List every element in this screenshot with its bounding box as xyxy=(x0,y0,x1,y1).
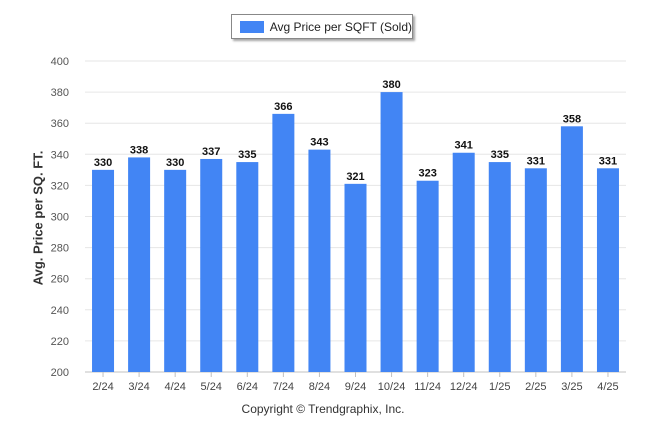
data-label: 331 xyxy=(527,155,545,167)
legend-swatch xyxy=(240,20,264,33)
y-tick-label: 260 xyxy=(51,274,69,286)
x-tick-label: 8/24 xyxy=(309,381,330,393)
legend[interactable]: Avg Price per SQFT (Sold) xyxy=(231,14,413,39)
x-tick-label: 3/25 xyxy=(561,381,582,393)
x-tick-label: 4/24 xyxy=(164,381,185,393)
bar[interactable] xyxy=(236,162,259,372)
y-tick-label: 360 xyxy=(51,118,69,130)
y-tick-label: 220 xyxy=(51,336,69,348)
x-tick-label: 12/24 xyxy=(450,381,478,393)
data-label: 330 xyxy=(94,157,112,169)
bar[interactable] xyxy=(308,149,331,372)
copyright-text: Copyright © Trendgraphix, Inc. xyxy=(241,402,405,416)
x-tick-label: 7/24 xyxy=(273,381,294,393)
data-label: 330 xyxy=(166,157,184,169)
x-tick-label: 9/24 xyxy=(345,381,366,393)
data-label: 335 xyxy=(238,149,256,161)
bar[interactable] xyxy=(164,169,187,372)
data-label: 380 xyxy=(382,79,400,91)
x-tick-label: 11/24 xyxy=(414,381,441,393)
x-tick-label: 5/24 xyxy=(201,381,222,393)
data-label: 321 xyxy=(346,171,364,183)
x-tick-label: 4/25 xyxy=(597,381,618,393)
bar[interactable] xyxy=(380,92,403,372)
legend-label: Avg Price per SQFT (Sold) xyxy=(269,19,412,34)
data-label: 358 xyxy=(563,113,581,125)
bar[interactable] xyxy=(560,126,583,372)
bar[interactable] xyxy=(92,169,115,372)
y-tick-label: 200 xyxy=(51,367,69,379)
x-tick-label: 2/24 xyxy=(92,381,113,393)
bar[interactable] xyxy=(488,162,511,372)
data-label: 323 xyxy=(418,168,436,180)
bar[interactable] xyxy=(524,168,547,372)
x-tick-label: 1/25 xyxy=(489,381,510,393)
data-label: 335 xyxy=(491,149,509,161)
y-tick-label: 240 xyxy=(51,305,69,317)
x-tick-label: 10/24 xyxy=(378,381,406,393)
bar[interactable] xyxy=(200,158,223,372)
data-label: 341 xyxy=(455,140,473,152)
bar[interactable] xyxy=(128,157,151,372)
bar[interactable] xyxy=(452,152,475,372)
y-tick-label: 300 xyxy=(51,212,69,224)
x-tick-label: 2/25 xyxy=(525,381,546,393)
data-label: 338 xyxy=(130,144,148,156)
bar[interactable] xyxy=(272,113,295,373)
data-label: 331 xyxy=(599,155,617,167)
data-label: 366 xyxy=(274,101,292,113)
data-label: 337 xyxy=(202,146,220,158)
y-tick-label: 380 xyxy=(51,87,69,99)
bar[interactable] xyxy=(344,183,367,372)
bar[interactable] xyxy=(416,180,439,372)
y-tick-label: 400 xyxy=(51,56,69,68)
y-tick-label: 320 xyxy=(51,180,69,192)
x-tick-label: 6/24 xyxy=(237,381,258,393)
y-tick-label: 340 xyxy=(51,149,69,161)
y-tick-label: 280 xyxy=(51,243,69,255)
data-label: 343 xyxy=(310,137,328,149)
x-tick-label: 3/24 xyxy=(128,381,149,393)
bar[interactable] xyxy=(596,168,619,372)
